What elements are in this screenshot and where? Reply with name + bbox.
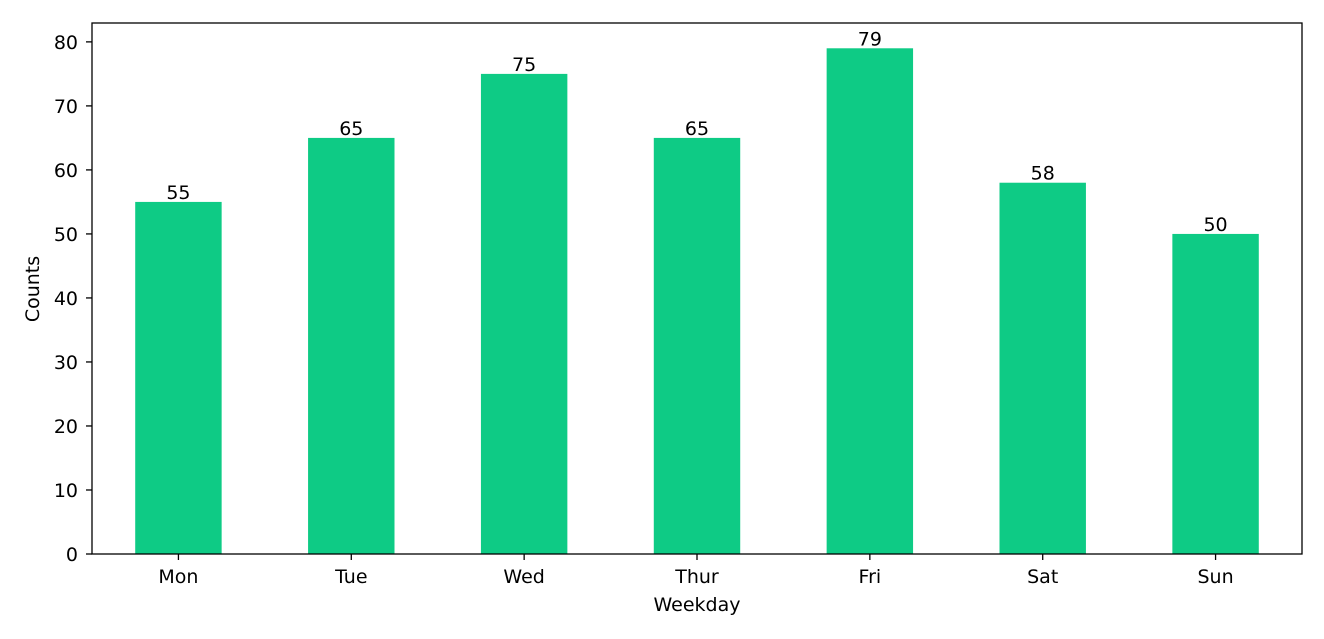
y-axis-label: Counts bbox=[22, 256, 44, 322]
data-label-fri: 79 bbox=[858, 28, 882, 50]
x-tick-label-wed: Wed bbox=[503, 566, 544, 588]
x-tick-label-fri: Fri bbox=[859, 566, 882, 588]
x-tick-label-sat: Sat bbox=[1027, 566, 1058, 588]
bars-layer bbox=[135, 48, 1259, 555]
x-tick-label-thur: Thur bbox=[674, 566, 719, 588]
data-labels-layer: 55 65 75 65 79 58 50 bbox=[166, 28, 1227, 236]
bar-sun bbox=[1172, 233, 1259, 554]
bar-wed bbox=[480, 73, 568, 554]
y-tick-label-0: 0 bbox=[66, 544, 78, 566]
data-label-sun: 50 bbox=[1203, 214, 1227, 236]
x-axis-label: Weekday bbox=[653, 594, 740, 616]
bar-fri bbox=[826, 48, 914, 554]
bar-mon bbox=[135, 201, 222, 555]
x-tick-label-tue: Tue bbox=[334, 566, 367, 588]
y-tick-label-50: 50 bbox=[54, 224, 78, 246]
y-tick-label-60: 60 bbox=[54, 160, 78, 182]
y-tick-label-20: 20 bbox=[54, 416, 78, 438]
y-tick-label-80: 80 bbox=[54, 32, 78, 54]
data-label-sat: 58 bbox=[1031, 163, 1055, 185]
x-tick-label-sun: Sun bbox=[1197, 566, 1233, 588]
data-label-thur: 65 bbox=[685, 118, 709, 140]
y-tick-label-10: 10 bbox=[54, 480, 78, 502]
y-tick-label-70: 70 bbox=[54, 96, 78, 118]
y-tick-label-30: 30 bbox=[54, 352, 78, 374]
y-axis: 0 10 20 30 40 50 60 70 80 bbox=[54, 32, 92, 566]
x-axis: Mon Tue Wed Thur Fri Sat Sun bbox=[158, 554, 1234, 588]
y-tick-label-40: 40 bbox=[54, 288, 78, 310]
data-label-mon: 55 bbox=[166, 182, 190, 204]
x-tick-label-mon: Mon bbox=[158, 566, 198, 588]
bar-thur bbox=[653, 137, 741, 554]
data-label-tue: 65 bbox=[339, 118, 363, 140]
data-label-wed: 75 bbox=[512, 54, 536, 76]
bar-tue bbox=[308, 137, 395, 554]
bar-sat bbox=[999, 182, 1086, 554]
